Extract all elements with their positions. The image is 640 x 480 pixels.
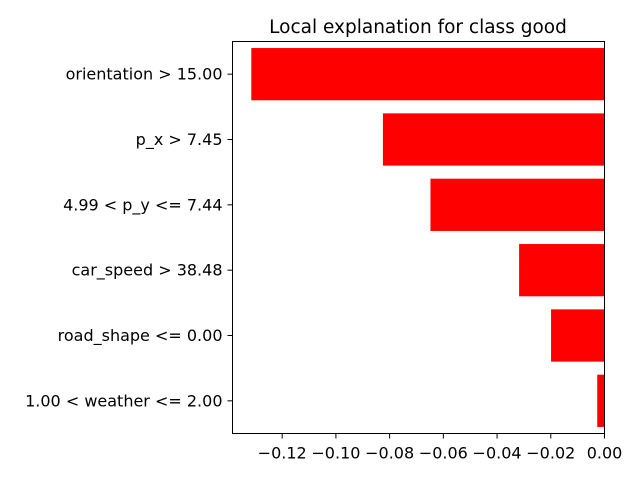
x-tick-label: −0.12: [258, 444, 307, 463]
y-tick-label: p_x > 7.45: [136, 130, 223, 150]
x-tick-label: −0.08: [365, 444, 414, 463]
chart-title: Local explanation for class good: [269, 17, 567, 38]
bar-5: [597, 374, 605, 427]
y-tick-label: orientation > 15.00: [66, 65, 223, 84]
bar-0: [251, 48, 605, 101]
y-tick-label: road_shape <= 0.00: [58, 326, 223, 346]
y-tick-label: 4.99 < p_y <= 7.44: [63, 195, 222, 215]
bar-1: [382, 113, 605, 166]
x-axis-ticks: −0.12 −0.10 −0.08 −0.06 −0.04 −0.02 0.00: [258, 433, 623, 463]
bar-4: [551, 309, 605, 362]
bar-2: [430, 178, 605, 231]
axes-frame: [232, 41, 605, 434]
y-tick-label: car_speed > 38.48: [72, 261, 223, 281]
y-axis-ticks: orientation > 15.00 p_x > 7.45 4.99 < p_y …: [25, 65, 233, 410]
x-tick-label: −0.02: [526, 444, 575, 463]
x-tick-label: −0.04: [473, 444, 522, 463]
x-tick-label: 0.00: [587, 444, 623, 463]
bars-layer: [251, 48, 605, 427]
bar-3: [519, 244, 605, 297]
x-tick-label: −0.10: [311, 444, 360, 463]
y-tick-label: 1.00 < weather <= 2.00: [25, 391, 222, 410]
x-tick-label: −0.06: [419, 444, 468, 463]
